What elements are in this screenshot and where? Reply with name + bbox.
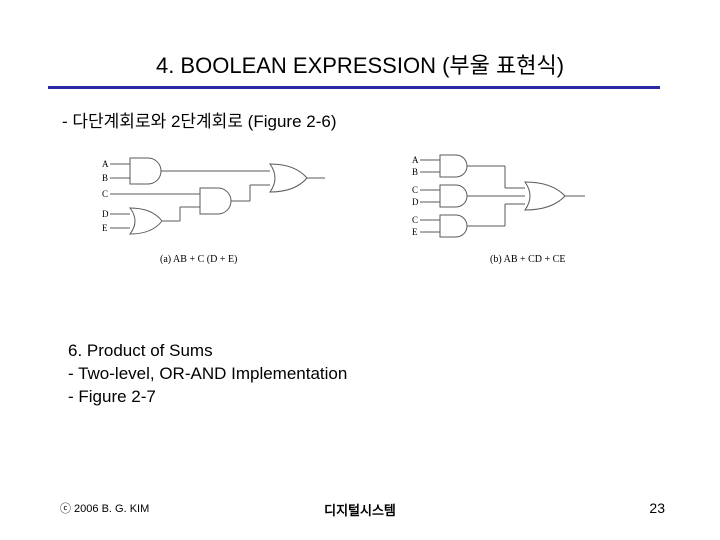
footer-title: 디지털시스템: [0, 500, 720, 519]
section-line2: - Two-level, OR-AND Implementation: [68, 363, 720, 386]
label-a2: A: [412, 155, 419, 165]
circuit-b-caption: (b) AB + CD + CE: [490, 254, 565, 265]
footer: ⓒ 2006 B. G. KIM 디지털시스템 23: [0, 500, 720, 520]
label-b: B: [102, 173, 108, 183]
label-a: A: [102, 159, 109, 169]
diagram-area: A B C D E (a) AB + C (D + E): [0, 152, 720, 302]
circuit-a-caption: (a) AB + C (D + E): [160, 254, 237, 265]
section-line1: 6. Product of Sums: [68, 340, 720, 363]
subtitle: - 다단계회로와 2단계회로 (Figure 2-6): [0, 89, 720, 132]
page-number: 23: [649, 500, 665, 516]
label-b2: B: [412, 167, 418, 177]
label-d: D: [102, 209, 109, 219]
page-title: 4. BOOLEAN EXPRESSION (부울 표현식): [0, 0, 720, 86]
label-e2: E: [412, 227, 418, 237]
section-6: 6. Product of Sums - Two-level, OR-AND I…: [0, 340, 720, 409]
label-e: E: [102, 223, 108, 233]
label-c2: C: [412, 185, 418, 195]
section-line3: - Figure 2-7: [68, 386, 720, 409]
label-c: C: [102, 189, 108, 199]
label-c3: C: [412, 215, 418, 225]
label-d2: D: [412, 197, 419, 207]
